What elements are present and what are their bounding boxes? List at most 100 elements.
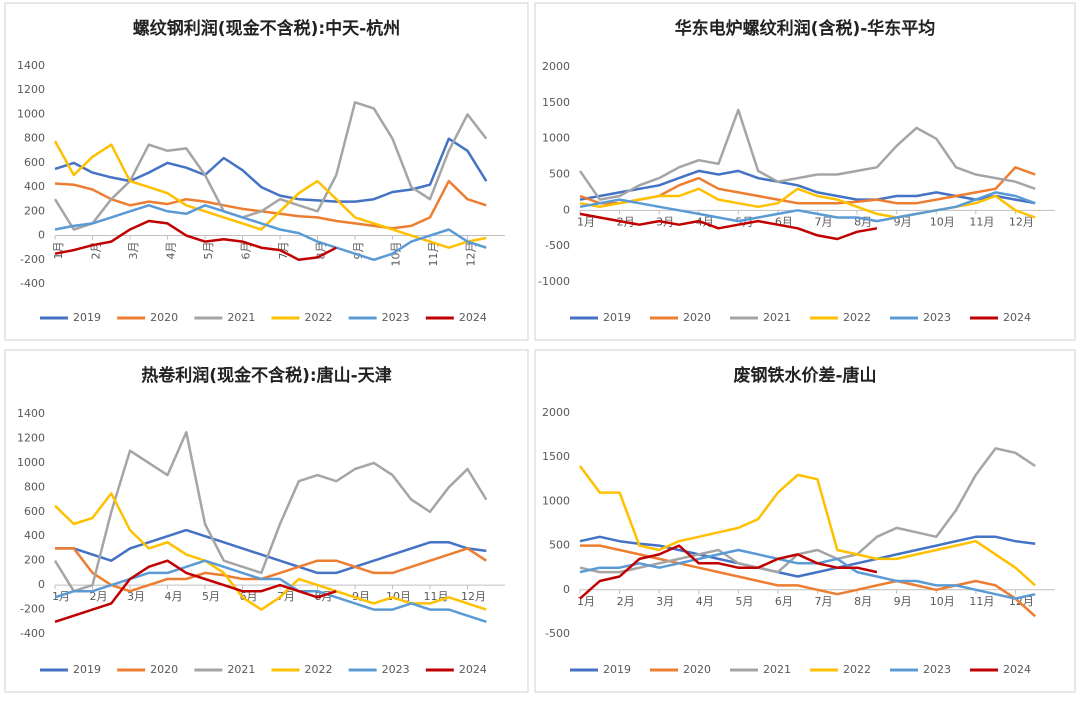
y-tick-label: 0 [38, 229, 45, 242]
x-tick-label: 7月 [815, 215, 833, 228]
series-line [54, 204, 487, 262]
legend-label: 2021 [763, 311, 791, 324]
x-tick-label: 1月 [577, 595, 595, 608]
y-tick-label: 2000 [542, 406, 570, 419]
legend-label: 2024 [1003, 663, 1031, 676]
legend-label: 2024 [1003, 311, 1031, 324]
x-tick-label: 2月 [90, 590, 108, 603]
series-line [579, 548, 1036, 600]
x-tick-label: 10月 [386, 590, 411, 603]
x-tick-label: 6月 [240, 590, 258, 603]
series-line [54, 559, 487, 623]
series-line [579, 544, 878, 600]
x-tick-label: 7月 [815, 595, 833, 608]
panel-border [4, 349, 529, 693]
x-tick-label: 4月 [165, 590, 183, 603]
series-line [54, 559, 337, 623]
panel-border [4, 2, 529, 341]
x-tick-label: 11月 [969, 595, 994, 608]
legend-label: 2021 [763, 663, 791, 676]
x-tick-label: 12月 [461, 590, 486, 603]
y-tick-label: -200 [20, 253, 45, 266]
series-line [54, 219, 337, 262]
x-tick-label: 11月 [427, 242, 440, 267]
y-tick-label: 400 [24, 529, 45, 542]
y-tick-label: 800 [24, 480, 45, 493]
y-tick-label: 0 [38, 578, 45, 591]
x-tick-label: 1月 [52, 242, 65, 260]
x-tick-label: 1月 [577, 215, 595, 228]
x-tick-label: 10月 [930, 595, 955, 608]
series-line [53, 101, 488, 231]
y-tick-label: 1200 [17, 83, 45, 96]
series-line [579, 212, 878, 241]
legend-label: 2022 [305, 663, 333, 676]
x-tick-label: 3月 [127, 590, 145, 603]
y-tick-label: 600 [24, 156, 45, 169]
x-tick-label: 11月 [969, 215, 994, 228]
legend-label: 2024 [459, 311, 487, 324]
y-tick-label: 500 [549, 168, 570, 181]
legend-label: 2020 [150, 311, 178, 324]
series-line [579, 535, 1036, 578]
y-tick-label: 200 [24, 554, 45, 567]
chart-title: 废钢铁水价差-唐山 [733, 365, 876, 386]
legend-label: 2021 [227, 311, 255, 324]
series-line [579, 191, 1036, 223]
y-tick-label: -400 [20, 277, 45, 290]
y-tick-label: 1000 [17, 107, 45, 120]
x-tick-label: 3月 [656, 595, 674, 608]
series-line [55, 528, 487, 575]
y-tick-label: -1000 [538, 275, 570, 288]
y-tick-label: -500 [545, 627, 570, 640]
y-tick-label: 2000 [542, 60, 570, 73]
legend-label: 2023 [923, 663, 951, 676]
y-tick-label: 0 [563, 203, 570, 216]
y-tick-label: -500 [545, 239, 570, 252]
x-tick-label: 2月 [617, 595, 635, 608]
x-tick-label: 8月 [854, 595, 872, 608]
legend-label: 2021 [227, 663, 255, 676]
legend-label: 2023 [923, 311, 951, 324]
x-tick-label: 9月 [894, 595, 912, 608]
series-line [579, 447, 1036, 574]
y-tick-label: 1000 [542, 132, 570, 145]
y-tick-label: 200 [24, 204, 45, 217]
x-tick-label: 12月 [1009, 215, 1034, 228]
legend-label: 2020 [683, 663, 711, 676]
y-tick-label: -200 [20, 603, 45, 616]
y-tick-label: 1000 [542, 494, 570, 507]
y-tick-label: 1400 [17, 59, 45, 72]
y-tick-label: 1400 [17, 407, 45, 420]
panel-border [534, 349, 1076, 693]
series-line [54, 179, 487, 230]
legend-label: 2020 [683, 311, 711, 324]
chart-title: 华东电炉螺纹利润(含税)-华东平均 [675, 18, 936, 39]
x-tick-label: 4月 [696, 595, 714, 608]
legend-label: 2019 [73, 663, 101, 676]
x-tick-label: 5月 [202, 590, 220, 603]
y-tick-label: 1500 [542, 450, 570, 463]
series-line [53, 140, 487, 249]
legend-label: 2019 [73, 311, 101, 324]
series-line [578, 465, 1037, 587]
y-tick-label: 1200 [17, 431, 45, 444]
y-tick-label: 800 [24, 132, 45, 145]
legend-label: 2024 [459, 663, 487, 676]
series-line [580, 544, 1037, 618]
legend-label: 2019 [603, 311, 631, 324]
chart-title: 热卷利润(现金不含税):唐山-天津 [141, 365, 391, 386]
legend-label: 2020 [150, 663, 178, 676]
chart-title: 螺纹钢利润(现金不含税):中天-杭州 [133, 18, 400, 39]
x-tick-label: 10月 [930, 215, 955, 228]
y-tick-label: 1500 [542, 96, 570, 109]
x-tick-label: 6月 [775, 595, 793, 608]
series-line [53, 431, 488, 593]
legend-label: 2022 [843, 663, 871, 676]
panel-border [534, 2, 1076, 341]
x-tick-label: 5月 [735, 595, 753, 608]
legend-label: 2023 [382, 663, 410, 676]
series-line [55, 547, 487, 593]
